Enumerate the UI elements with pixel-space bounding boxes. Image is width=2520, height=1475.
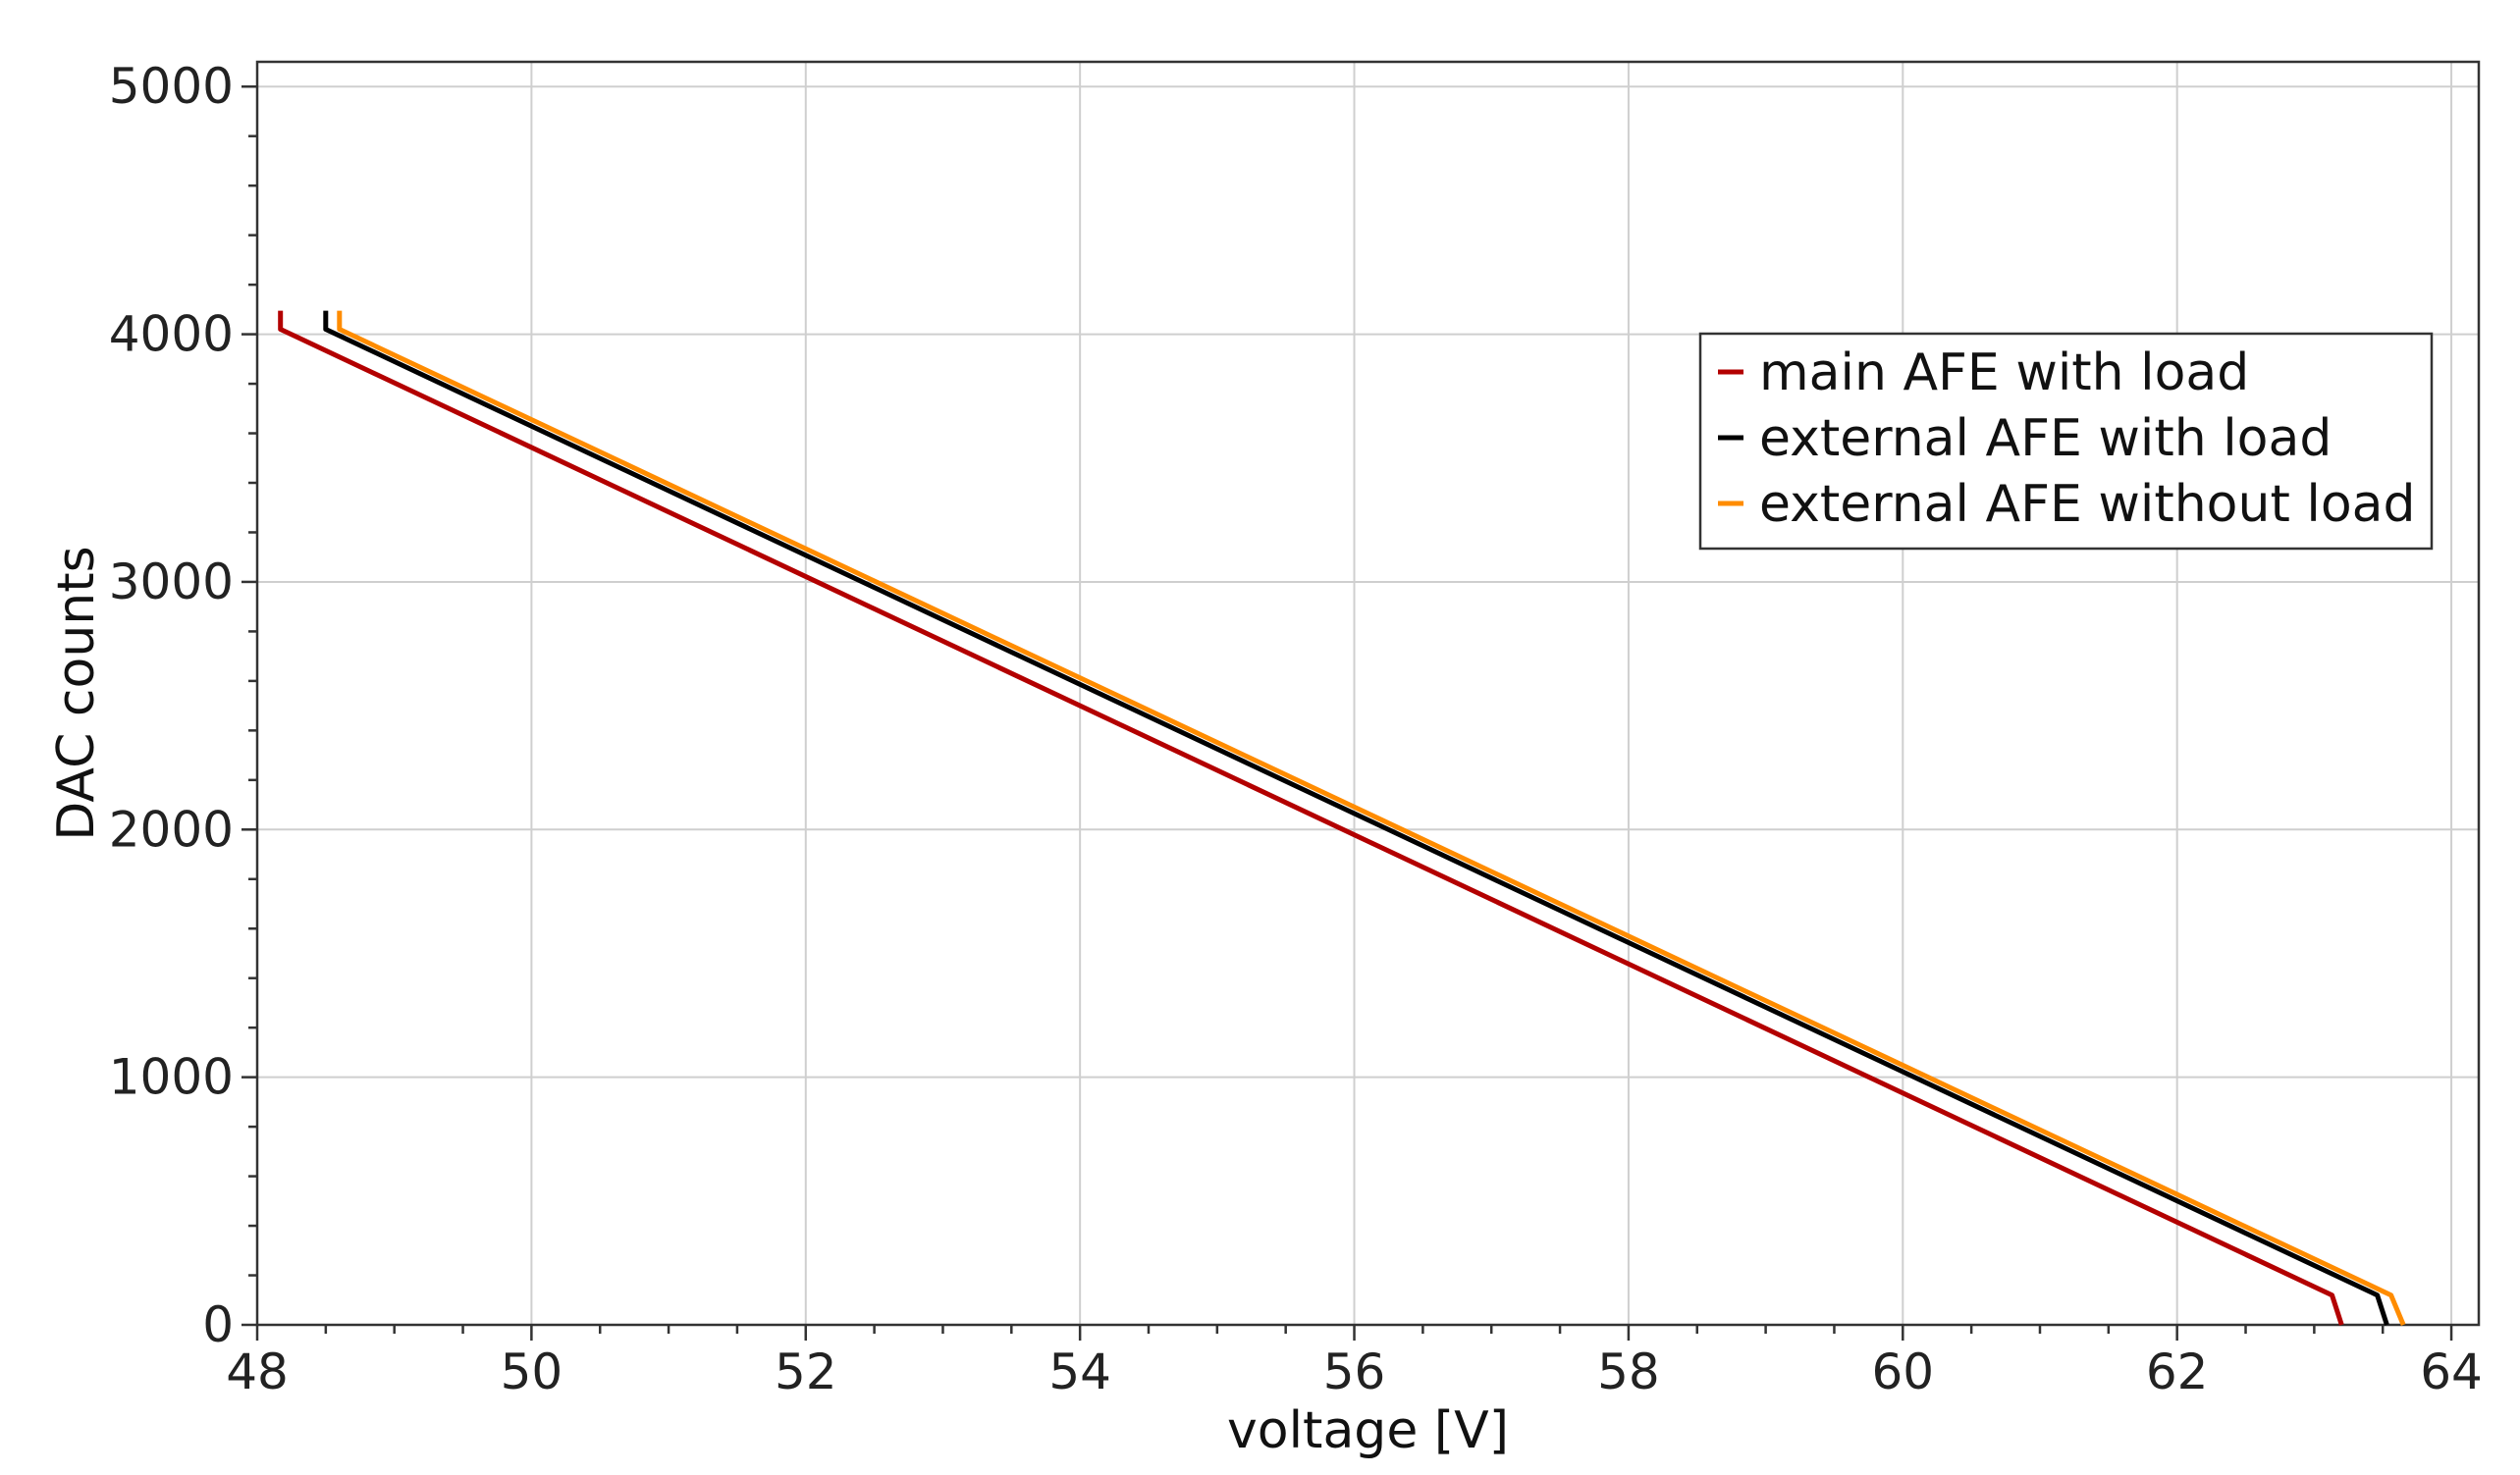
grid-lines: [256, 62, 2479, 1326]
axis-ticks: 48 50 52 54 56 58 60 62 64 0 1000 2000 3000 4000 5000: [109, 58, 2483, 1400]
y-axis-title: DAC counts: [47, 546, 106, 840]
x-tick-label: 50: [501, 1343, 563, 1400]
x-tick-label: 58: [1597, 1343, 1660, 1400]
series-line: [323, 310, 2389, 1326]
x-tick-label: 54: [1048, 1343, 1111, 1400]
legend-label: main AFE with load: [1759, 343, 2249, 402]
series-lines: [278, 310, 2406, 1326]
series-line: [337, 310, 2406, 1326]
x-tick-label: 64: [2420, 1343, 2483, 1400]
x-tick-label: 48: [226, 1343, 289, 1400]
x-tick-label: 60: [1871, 1343, 1934, 1400]
y-tick-label: 2000: [109, 801, 234, 858]
y-tick-label: 1000: [109, 1049, 234, 1106]
legend-box: [1698, 332, 2434, 551]
x-tick-label: 52: [775, 1343, 837, 1400]
y-tick-label: 4000: [109, 306, 234, 363]
x-tick-label: 62: [2146, 1343, 2209, 1400]
plot-frame: [255, 60, 2481, 1327]
legend-label: external AFE without load: [1759, 475, 2416, 534]
y-tick-label: 3000: [109, 553, 234, 610]
y-tick-label: 0: [202, 1296, 234, 1353]
legend-label: external AFE with load: [1759, 409, 2332, 468]
y-tick-label: 5000: [109, 58, 234, 115]
x-tick-label: 56: [1323, 1343, 1386, 1400]
x-axis-title: voltage [V]: [1227, 1401, 1509, 1460]
legend: main AFE with load external AFE with load…: [1698, 332, 2434, 551]
series-line: [278, 310, 2344, 1326]
